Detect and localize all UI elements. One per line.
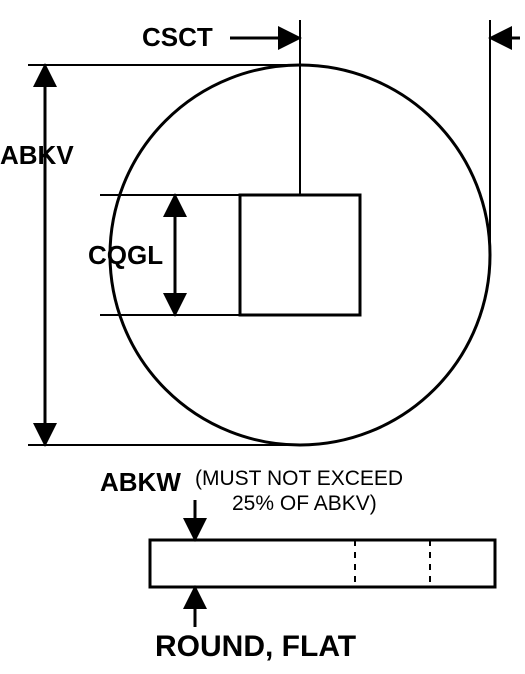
label-note-line1: (MUST NOT EXCEED bbox=[195, 467, 403, 491]
label-cqgl: CQGL bbox=[88, 240, 163, 271]
diagram-svg bbox=[0, 0, 525, 674]
label-abkw: ABKW bbox=[100, 467, 181, 498]
label-note-line2: 25% OF ABKV) bbox=[232, 492, 377, 516]
square-hole bbox=[240, 195, 360, 315]
label-csct: CSCT bbox=[142, 22, 213, 53]
side-view-rect bbox=[150, 540, 495, 587]
label-title: ROUND, FLAT bbox=[155, 630, 356, 664]
label-abkv: ABKV bbox=[0, 140, 74, 171]
diagram-stage: CSCT ABKV CQGL ABKW (MUST NOT EXCEED 25%… bbox=[0, 0, 525, 674]
